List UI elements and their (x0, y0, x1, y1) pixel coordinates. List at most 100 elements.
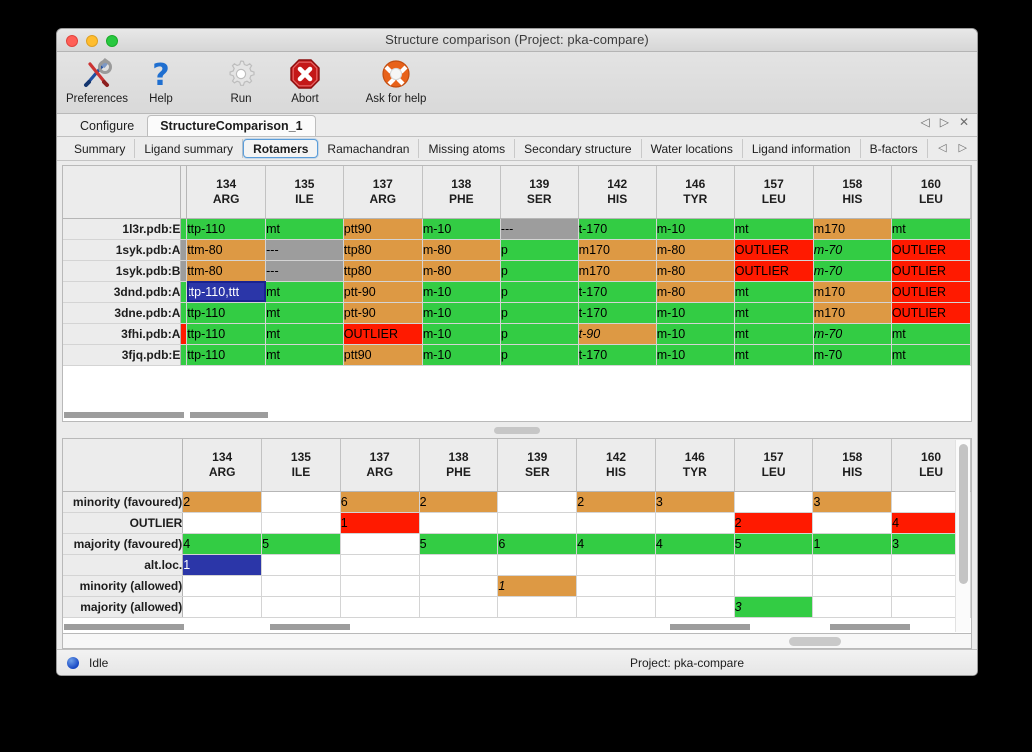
column-header-139[interactable]: 139 SER (497, 439, 578, 492)
table-cell[interactable]: mt (734, 302, 814, 324)
column-header-158[interactable]: 158 HIS (813, 166, 892, 219)
rotamer-hscroll-indicator[interactable] (64, 410, 955, 421)
table-cell[interactable]: mt (891, 218, 971, 240)
table-row[interactable]: majority (favoured) 4 5 5 6 4 4 5 1 3 (63, 533, 971, 555)
column-header-142[interactable]: 142 HIS (576, 439, 656, 492)
table-cell[interactable]: mt (734, 281, 814, 303)
table-cell[interactable] (891, 575, 971, 597)
table-cell[interactable]: t-90 (578, 323, 657, 345)
tab-close-icon[interactable]: ✕ (958, 115, 969, 129)
row-header[interactable]: alt.loc. (63, 554, 184, 576)
column-header-135[interactable]: 135 ILE (265, 166, 344, 219)
table-cell[interactable]: m-10 (656, 344, 735, 366)
table-cell[interactable]: p (500, 344, 579, 366)
table-cell[interactable]: m-70 (813, 344, 892, 366)
table-cell[interactable] (655, 554, 735, 576)
table-cell[interactable]: ttp80 (343, 239, 423, 261)
table-cell[interactable]: ptt-90 (343, 281, 423, 303)
table-cell[interactable]: 1 (812, 533, 893, 555)
table-cell[interactable]: mt (734, 218, 814, 240)
table-row[interactable]: 3dnd.pdb:A ttp-110,ttt mt ptt-90 m-10 p t-170 m… (63, 281, 971, 303)
table-cell[interactable]: m170 (578, 260, 657, 282)
row-header[interactable]: 1l3r.pdb:E (63, 218, 182, 240)
table-cell[interactable] (655, 512, 735, 534)
table-cell[interactable] (734, 554, 814, 576)
table-cell[interactable]: --- (500, 218, 579, 240)
table-cell[interactable]: t-170 (578, 302, 657, 324)
table-cell[interactable]: t-170 (578, 218, 657, 240)
table-cell[interactable]: mt (265, 344, 344, 366)
table-cell[interactable] (812, 554, 893, 576)
row-header[interactable]: 3dnd.pdb:A (63, 281, 182, 303)
table-cell[interactable] (340, 554, 420, 576)
table-cell[interactable]: 2 (419, 491, 499, 513)
tab-ramachandran[interactable]: Ramachandran (318, 139, 420, 158)
table-row[interactable]: 3fhi.pdb:A ttp-110 mt OUTLIER m-10 p t-90 m-10 m… (63, 323, 971, 345)
table-cell[interactable]: --- (265, 239, 344, 261)
row-header[interactable]: majority (favoured) (63, 533, 184, 555)
table-cell[interactable]: m-80 (422, 260, 501, 282)
table-cell[interactable]: 6 (497, 533, 578, 555)
row-header[interactable]: 1syk.pdb:B (63, 260, 182, 282)
table-cell[interactable]: --- (265, 260, 344, 282)
table-cell[interactable]: p (500, 323, 579, 345)
column-header-146[interactable]: 146 TYR (655, 439, 735, 492)
table-cell[interactable]: ttp-110,ttt (186, 281, 267, 303)
table-row[interactable]: alt.loc. 1 (63, 554, 971, 576)
table-cell[interactable]: m170 (578, 239, 657, 261)
table-cell[interactable] (891, 596, 971, 618)
table-cell[interactable]: 4 (655, 533, 735, 555)
table-cell[interactable]: m-10 (656, 323, 735, 345)
summary-table-scroll-area[interactable]: 134 ARG 135 ILE 137 ARG 138 PHE 139 SER 142 HIS 146 T… (63, 439, 971, 633)
table-row[interactable]: 1l3r.pdb:E ttp-110 mt ptt90 m-10 --- t-170 m-10… (63, 218, 971, 240)
table-cell[interactable] (497, 491, 578, 513)
table-cell[interactable]: ttp-110 (186, 218, 267, 240)
table-cell[interactable]: 3 (891, 533, 971, 555)
table-cell[interactable] (261, 575, 341, 597)
table-cell[interactable]: 3 (655, 491, 735, 513)
splitter-grip[interactable] (494, 426, 540, 434)
table-cell[interactable]: m-80 (422, 239, 501, 261)
bottom-hscroll-thumb[interactable] (789, 637, 841, 646)
table-cell[interactable] (182, 596, 263, 618)
table-row[interactable]: minority (allowed) 1 (63, 575, 971, 597)
table-cell[interactable]: OUTLIER (891, 260, 971, 282)
table-cell[interactable]: 5 (261, 533, 341, 555)
table-cell[interactable] (261, 554, 341, 576)
column-header-134[interactable]: 134 ARG (186, 166, 267, 219)
table-cell[interactable]: p (500, 281, 579, 303)
table-cell[interactable] (419, 596, 499, 618)
tab-ligand-summary[interactable]: Ligand summary (135, 139, 244, 158)
maximize-window-button[interactable] (106, 35, 118, 47)
summary-hscroll-indicator[interactable] (64, 622, 955, 632)
tab-b-factors[interactable]: B-factors (861, 139, 928, 158)
table-cell[interactable]: mt (265, 323, 344, 345)
row-header[interactable]: 3fjq.pdb:E (63, 344, 182, 366)
table-cell[interactable]: m170 (813, 302, 892, 324)
table-cell[interactable]: m-80 (656, 260, 735, 282)
column-header-137[interactable]: 137 ARG (340, 439, 420, 492)
row-header[interactable]: minority (favoured) (63, 491, 184, 513)
table-cell[interactable] (497, 596, 578, 618)
table-cell[interactable]: m-10 (422, 323, 501, 345)
abort-button[interactable]: Abort (273, 52, 337, 112)
table-row[interactable]: minority (favoured) 2 6 2 2 3 3 (63, 491, 971, 513)
close-window-button[interactable] (66, 35, 78, 47)
table-cell[interactable]: m-10 (422, 344, 501, 366)
table-cell[interactable]: ttp-110 (186, 323, 267, 345)
tab-structurecomparison-1[interactable]: StructureComparison_1 (147, 115, 316, 136)
table-cell[interactable]: ttp80 (343, 260, 423, 282)
row-header[interactable]: minority (allowed) (63, 575, 184, 597)
row-header[interactable]: 3fhi.pdb:A (63, 323, 182, 345)
hscroll-segment[interactable] (64, 412, 184, 419)
column-header-134[interactable]: 134 ARG (182, 439, 263, 492)
tab-rotamers[interactable]: Rotamers (243, 139, 319, 158)
table-cell[interactable]: m170 (813, 218, 892, 240)
table-cell[interactable]: m-10 (422, 302, 501, 324)
table-cell[interactable]: 5 (419, 533, 499, 555)
hscroll-segment[interactable] (670, 624, 750, 630)
table-cell[interactable]: 1 (340, 512, 420, 534)
table-cell[interactable] (655, 596, 735, 618)
column-header-160[interactable]: 160 LEU (891, 166, 971, 219)
hscroll-segment[interactable] (64, 624, 184, 630)
